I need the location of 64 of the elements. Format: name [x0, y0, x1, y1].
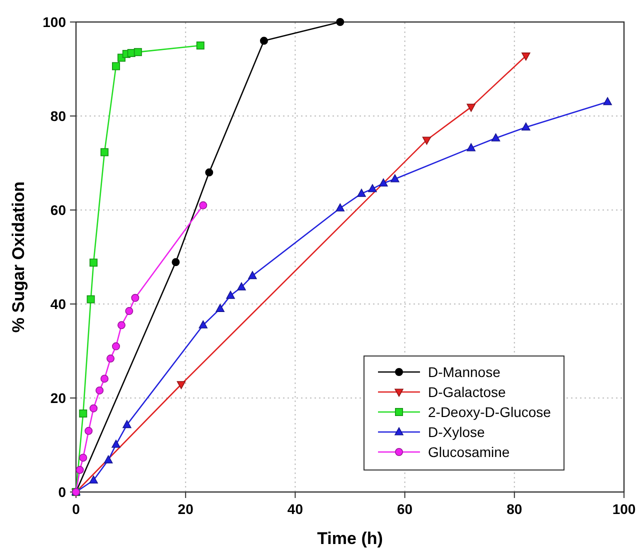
x-tick-label: 80 [506, 501, 522, 517]
point [522, 122, 530, 131]
point [100, 374, 108, 383]
y-tick-label: 80 [50, 108, 66, 124]
point [125, 307, 134, 316]
point [466, 104, 476, 112]
y-tick-label: 100 [42, 14, 66, 30]
point [100, 148, 108, 156]
point [260, 36, 268, 45]
point [112, 342, 120, 350]
legend-label: D-Xylose [428, 424, 486, 440]
x-tick-label: 60 [397, 501, 413, 517]
legend-label: D-Mannose [428, 364, 501, 380]
point [226, 290, 235, 299]
point [237, 282, 246, 290]
point [172, 258, 180, 266]
point [491, 133, 500, 142]
point [112, 62, 120, 70]
point [104, 455, 113, 464]
x-tick-label: 100 [612, 501, 636, 517]
legend-label: Glucosamine [428, 444, 510, 460]
point [79, 410, 88, 418]
point [112, 440, 120, 448]
point [466, 143, 476, 152]
legend-label: 2-Deoxy-D-Glucose [428, 404, 552, 420]
point [90, 404, 98, 412]
point [603, 97, 612, 106]
y-tick-label: 40 [50, 296, 66, 312]
point [122, 420, 132, 428]
x-tick-label: 40 [287, 501, 304, 517]
point [357, 188, 366, 197]
y-axis-title: % Sugar Oxidation [9, 181, 28, 333]
point [216, 304, 224, 312]
y-tick-label: 60 [50, 202, 66, 218]
point [198, 320, 208, 328]
point [106, 354, 115, 363]
point [176, 381, 186, 390]
point [205, 168, 214, 176]
point [379, 178, 388, 186]
point [90, 258, 98, 267]
point [248, 271, 257, 280]
point [390, 174, 400, 182]
point [336, 203, 344, 212]
x-tick-label: 0 [72, 501, 80, 517]
point [196, 42, 204, 50]
point [86, 295, 95, 304]
point [89, 476, 98, 484]
x-tick-label: 20 [178, 501, 194, 517]
point [76, 466, 84, 474]
point [79, 454, 88, 462]
point [368, 184, 377, 192]
x-axis-title: Time (h) [317, 529, 383, 548]
point [134, 48, 142, 56]
point [131, 294, 140, 302]
point [336, 18, 344, 26]
point [84, 426, 93, 435]
point [422, 136, 432, 145]
point [199, 201, 208, 210]
legend-label: D-Galactose [428, 384, 506, 400]
point [117, 321, 126, 330]
point [96, 386, 104, 394]
y-tick-label: 0 [58, 484, 66, 500]
y-tick-label: 20 [50, 390, 66, 406]
point [522, 52, 530, 61]
